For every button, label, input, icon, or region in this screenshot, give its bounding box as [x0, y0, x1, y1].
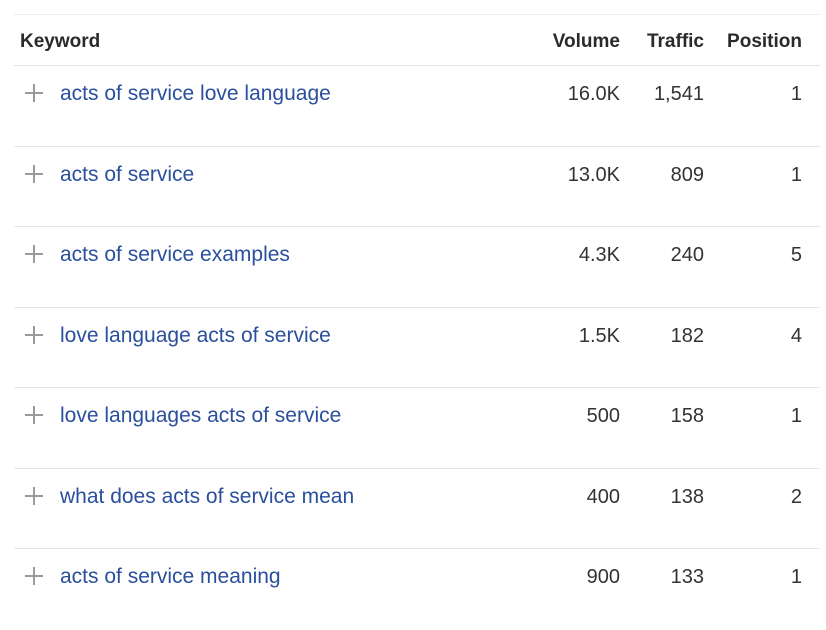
volume-cell: 4.3K — [578, 244, 620, 266]
position-cell: 1 — [790, 83, 802, 105]
keyword-link[interactable]: love language acts of service — [60, 323, 331, 347]
position-cell: 1 — [790, 566, 802, 588]
position-cell: 1 — [790, 163, 802, 186]
plus-icon[interactable] — [24, 244, 44, 264]
table-row: love language acts of service 1.5K 182 4 — [14, 308, 820, 388]
traffic-cell: 133 — [670, 566, 704, 588]
volume-cell: 400 — [586, 485, 620, 508]
keyword-link[interactable]: what does acts of service mean — [60, 484, 355, 508]
table-row: acts of service meaning 900 133 1 — [14, 549, 820, 630]
plus-icon[interactable] — [24, 405, 44, 425]
column-header-keyword[interactable]: Keyword — [20, 31, 101, 52]
table-row: acts of service examples 4.3K 240 5 — [14, 227, 820, 308]
traffic-cell: 240 — [670, 244, 704, 266]
position-cell: 5 — [790, 244, 802, 266]
keyword-link[interactable]: acts of service examples — [60, 243, 290, 266]
traffic-cell: 1,541 — [653, 83, 704, 105]
keyword-link[interactable]: love languages acts of service — [60, 404, 342, 427]
volume-cell: 900 — [586, 566, 620, 588]
traffic-cell: 158 — [670, 405, 704, 427]
column-header-traffic[interactable]: Traffic — [646, 31, 704, 52]
position-cell: 4 — [790, 324, 802, 347]
column-header-position[interactable]: Position — [727, 31, 802, 52]
volume-cell: 1.5K — [578, 324, 620, 347]
volume-cell: 500 — [586, 405, 620, 427]
plus-icon[interactable] — [24, 486, 44, 506]
plus-icon[interactable] — [24, 325, 44, 345]
position-cell: 2 — [790, 485, 802, 508]
position-cell: 1 — [790, 405, 802, 427]
column-header-volume[interactable]: Volume — [552, 31, 620, 52]
plus-icon[interactable] — [24, 566, 44, 586]
traffic-cell: 138 — [670, 485, 704, 508]
keyword-link[interactable]: acts of service meaning — [60, 565, 281, 588]
plus-icon[interactable] — [24, 164, 44, 184]
traffic-cell: 182 — [670, 324, 704, 347]
table-row: acts of service love language 16.0K 1,54… — [14, 66, 820, 147]
traffic-cell: 809 — [670, 163, 704, 186]
table-row: what does acts of service mean 400 138 2 — [14, 469, 820, 549]
table-header: Keyword Volume Traffic Position — [14, 14, 820, 66]
plus-icon[interactable] — [24, 83, 44, 103]
table-row: acts of service 13.0K 809 1 — [14, 147, 820, 227]
keyword-link[interactable]: acts of service love language — [60, 82, 331, 105]
keyword-link[interactable]: acts of service — [60, 162, 195, 186]
table-row: love languages acts of service 500 158 1 — [14, 388, 820, 469]
volume-cell: 13.0K — [567, 163, 620, 186]
keywords-table: Keyword Volume Traffic Position acts of … — [14, 14, 820, 630]
volume-cell: 16.0K — [567, 83, 620, 105]
